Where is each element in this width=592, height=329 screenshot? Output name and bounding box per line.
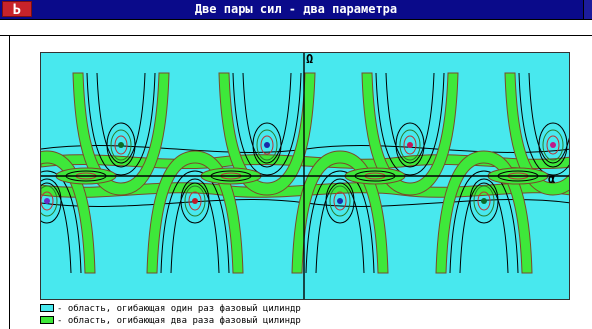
legend-text-twice: - область, огибающая два раза фазовый ци… bbox=[57, 316, 301, 326]
left-border bbox=[9, 36, 10, 329]
alpha-axis-label: α bbox=[548, 172, 556, 186]
legend-text-once: - область, огибающая один раз фазовый ци… bbox=[57, 304, 301, 314]
window-title: Две пары сил - два параметра bbox=[194, 2, 398, 16]
title-bar-edge bbox=[583, 0, 592, 19]
omega-axis-label: Ω bbox=[306, 52, 314, 66]
system-menu-button[interactable]: Ь bbox=[2, 1, 32, 18]
phase-portrait bbox=[40, 52, 570, 300]
legend-swatch-cyan bbox=[40, 304, 54, 312]
legend-item-once: - область, огибающая один раз фазовый ци… bbox=[40, 304, 301, 315]
title-bar: Ь Две пары сил - два параметра bbox=[0, 0, 592, 20]
menu-strip bbox=[0, 20, 592, 36]
phase-portrait-drawing bbox=[41, 53, 569, 299]
legend-item-twice: - область, огибающая два раза фазовый ци… bbox=[40, 316, 301, 327]
legend-swatch-green bbox=[40, 316, 54, 324]
